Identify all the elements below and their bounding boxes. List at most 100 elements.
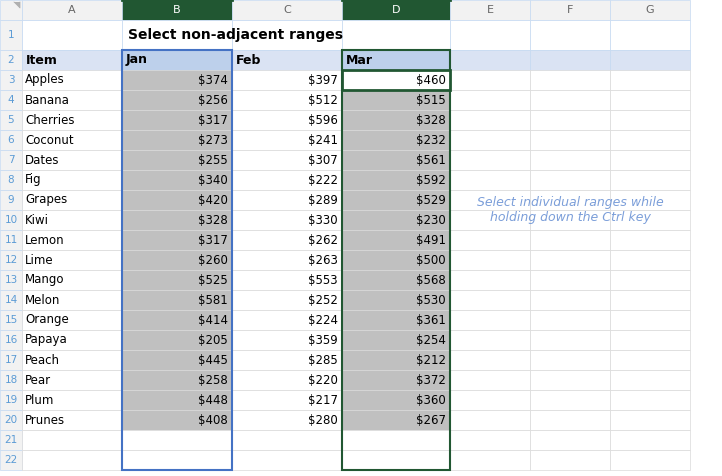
- Bar: [610, 110, 690, 130]
- Bar: [122, 190, 232, 210]
- Bar: [22, 0, 122, 20]
- Text: Apples: Apples: [25, 73, 65, 87]
- Bar: [342, 410, 450, 430]
- Text: $252: $252: [308, 294, 338, 307]
- Bar: [342, 0, 450, 20]
- Bar: [22, 50, 122, 70]
- Bar: [22, 430, 122, 450]
- Text: Orange: Orange: [25, 314, 69, 327]
- Bar: [450, 430, 530, 450]
- Bar: [530, 390, 610, 410]
- Bar: [232, 410, 342, 430]
- Bar: [232, 450, 342, 470]
- Bar: [610, 210, 690, 230]
- Bar: [342, 430, 450, 450]
- Bar: [450, 230, 530, 250]
- Bar: [0, 230, 22, 250]
- Text: Peach: Peach: [25, 354, 60, 367]
- Bar: [342, 150, 450, 170]
- Text: Feb: Feb: [236, 53, 261, 67]
- Bar: [450, 190, 530, 210]
- Bar: [232, 190, 342, 210]
- Bar: [22, 310, 122, 330]
- Bar: [22, 190, 122, 210]
- Bar: [342, 70, 450, 90]
- Text: 21: 21: [4, 435, 17, 445]
- Bar: [530, 270, 610, 290]
- Text: $212: $212: [416, 354, 446, 367]
- Text: $420: $420: [198, 194, 228, 207]
- Text: Banana: Banana: [25, 93, 70, 107]
- Text: Pear: Pear: [25, 374, 51, 387]
- Text: $273: $273: [198, 133, 228, 147]
- Text: $360: $360: [417, 394, 446, 407]
- Bar: [22, 330, 122, 350]
- Bar: [122, 310, 232, 330]
- Bar: [232, 210, 342, 230]
- Text: C: C: [283, 5, 291, 15]
- Bar: [0, 210, 22, 230]
- Text: $317: $317: [198, 113, 228, 127]
- Bar: [232, 250, 342, 270]
- Bar: [232, 90, 342, 110]
- Bar: [450, 170, 530, 190]
- Bar: [610, 50, 690, 70]
- Bar: [122, 370, 232, 390]
- Bar: [530, 70, 610, 90]
- Bar: [22, 170, 122, 190]
- Text: F: F: [567, 5, 573, 15]
- Text: $289: $289: [308, 194, 338, 207]
- Text: $361: $361: [416, 314, 446, 327]
- Text: Select non-adjacent ranges: Select non-adjacent ranges: [129, 28, 344, 42]
- Text: 10: 10: [4, 215, 17, 225]
- Bar: [232, 310, 342, 330]
- Bar: [22, 130, 122, 150]
- Bar: [530, 290, 610, 310]
- Text: Cherries: Cherries: [25, 113, 74, 127]
- Bar: [342, 20, 450, 50]
- Text: $568: $568: [417, 274, 446, 287]
- Bar: [22, 250, 122, 270]
- Text: $258: $258: [199, 374, 228, 387]
- Bar: [450, 290, 530, 310]
- Polygon shape: [14, 2, 20, 8]
- Text: $448: $448: [198, 394, 228, 407]
- Bar: [232, 330, 342, 350]
- Text: 1: 1: [8, 30, 14, 40]
- Bar: [342, 350, 450, 370]
- Text: $530: $530: [417, 294, 446, 307]
- Bar: [0, 450, 22, 470]
- Text: Mar: Mar: [346, 53, 373, 67]
- Text: 9: 9: [8, 195, 14, 205]
- Bar: [232, 350, 342, 370]
- Text: Fig: Fig: [25, 173, 42, 187]
- Bar: [232, 130, 342, 150]
- Text: $460: $460: [416, 73, 446, 87]
- Bar: [530, 330, 610, 350]
- Text: $445: $445: [198, 354, 228, 367]
- Bar: [530, 230, 610, 250]
- Bar: [342, 110, 450, 130]
- Bar: [450, 90, 530, 110]
- Bar: [122, 170, 232, 190]
- Bar: [122, 130, 232, 150]
- Bar: [122, 20, 232, 50]
- Bar: [342, 170, 450, 190]
- Bar: [530, 450, 610, 470]
- Bar: [232, 430, 342, 450]
- Bar: [232, 110, 342, 130]
- Bar: [232, 290, 342, 310]
- Text: Papaya: Papaya: [25, 334, 68, 347]
- Bar: [232, 20, 342, 50]
- Bar: [610, 190, 690, 210]
- Bar: [450, 70, 530, 90]
- Bar: [0, 250, 22, 270]
- Text: $460: $460: [416, 73, 446, 87]
- Text: Lemon: Lemon: [25, 234, 65, 247]
- Bar: [122, 350, 232, 370]
- Text: 11: 11: [4, 235, 17, 245]
- Bar: [22, 230, 122, 250]
- Text: $254: $254: [416, 334, 446, 347]
- Bar: [530, 130, 610, 150]
- Text: $222: $222: [308, 173, 338, 187]
